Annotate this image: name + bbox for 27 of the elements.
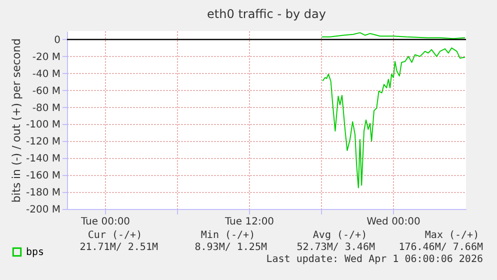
y-tick-label: -180 M [26,188,60,199]
y-axis-title: bits in (-) / out (+) per second [10,38,23,203]
y-tick-label: -120 M [26,136,60,148]
text: Avg (-/+) [312,230,368,241]
y-tick-label: -100 M [26,120,60,131]
y-tick-label: -80 M [32,102,60,114]
legend-label: bps [26,247,44,258]
x-tick-label: Wed 00:00 [366,216,420,228]
line-series [322,47,466,188]
text: Last update: Wed Apr 1 06:00:06 2026 [266,254,483,265]
x-tick-label: Tue 12:00 [224,216,274,228]
text: 52.73M/ 3.46M [296,242,375,253]
y-tick-label: -40 M [32,68,60,80]
y-tick-label: -60 M [32,86,60,97]
y-tick-label: 0 [54,34,60,46]
y-tick-label: -160 M [26,170,60,182]
text: Cur (-/+) [88,230,142,241]
text: 176.46M/ 7.66M [398,242,483,253]
text: Min (-/+) [200,230,256,241]
y-tick-label: -140 M [26,154,60,165]
y-tick-label: -200 M [26,204,60,216]
chart-title: eth0 traffic - by day [207,7,326,21]
text: 8.93M/ 1.25M [194,242,267,253]
text: Max (-/+) [424,230,480,241]
y-tick-label: -20 M [32,52,60,63]
text: 21.71M/ 2.51M [80,242,158,253]
x-tick-label: Tue 00:00 [80,216,130,228]
